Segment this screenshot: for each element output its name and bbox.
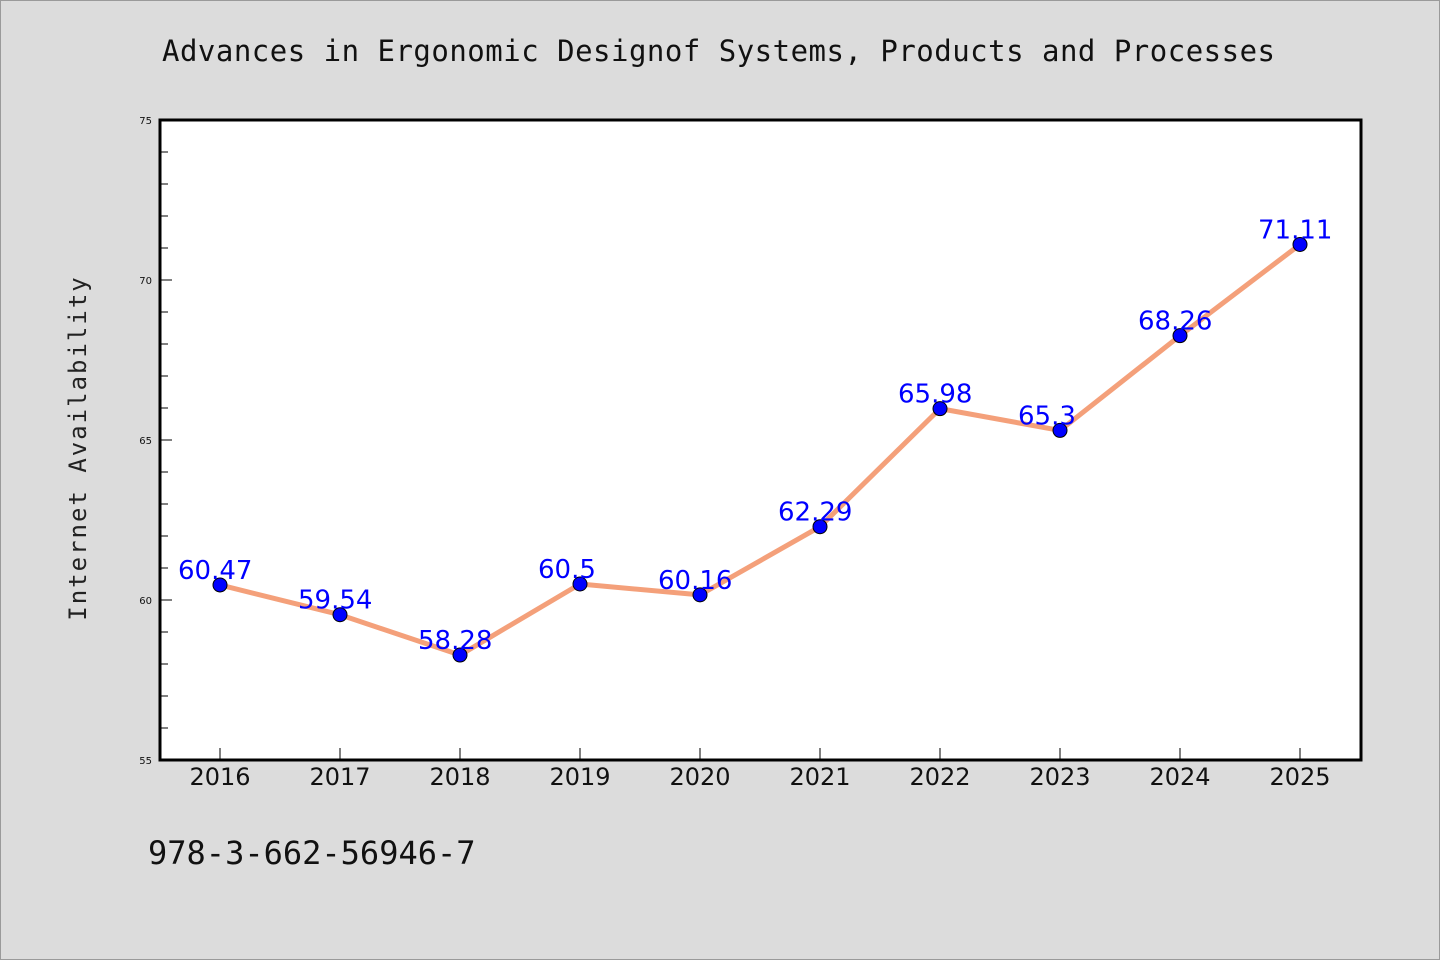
data-label: 60.47 bbox=[178, 556, 252, 586]
chart-title: Advances in Ergonomic Designof Systems, … bbox=[162, 34, 1276, 68]
data-point bbox=[332, 607, 348, 623]
data-label: 60.16 bbox=[658, 566, 732, 596]
y-tick-label: 60 bbox=[139, 596, 152, 607]
x-tick-label: 2016 bbox=[189, 763, 250, 791]
x-tick-label: 2021 bbox=[789, 763, 850, 791]
series-line bbox=[217, 241, 1303, 658]
data-label: 58.28 bbox=[418, 626, 492, 656]
x-axis-ticks: 2016 2017 2018 2019 2020 2021 2022 2023 2024 2025 bbox=[189, 748, 1331, 791]
x-tick-label: 2018 bbox=[429, 763, 490, 791]
y-tick-label: 65 bbox=[139, 436, 152, 447]
y-tick-label: 70 bbox=[139, 276, 152, 287]
data-point bbox=[812, 519, 828, 535]
data-point bbox=[212, 577, 228, 593]
x-tick-label: 2023 bbox=[1029, 763, 1090, 791]
x-tick-label: 2019 bbox=[549, 763, 610, 791]
data-label: 65.98 bbox=[898, 380, 972, 410]
data-label: 68.26 bbox=[1138, 307, 1212, 337]
y-axis-ticks: 55 60 65 70 75 bbox=[139, 116, 172, 767]
data-point bbox=[452, 647, 468, 663]
data-point bbox=[1292, 236, 1308, 252]
data-label: 71.11 bbox=[1258, 215, 1332, 245]
x-tick-label: 2017 bbox=[309, 763, 370, 791]
data-label: 65.3 bbox=[1018, 401, 1076, 431]
x-tick-label: 2020 bbox=[669, 763, 730, 791]
data-point bbox=[932, 401, 948, 417]
plot-area bbox=[158, 118, 1363, 762]
data-label: 60.5 bbox=[538, 555, 596, 585]
data-point bbox=[1172, 328, 1188, 344]
y-tick-label: 75 bbox=[139, 116, 152, 127]
y-tick-label: 55 bbox=[139, 756, 152, 767]
data-point bbox=[572, 576, 588, 592]
data-labels-group: 60.47 59.54 58.28 60.5 60.16 62.29 65.98 65.3 68… bbox=[178, 215, 1332, 656]
series-group bbox=[212, 236, 1308, 663]
data-label: 59.54 bbox=[298, 586, 372, 616]
data-label: 62.29 bbox=[778, 498, 852, 528]
x-tick-label: 2025 bbox=[1269, 763, 1330, 791]
data-point bbox=[1052, 422, 1068, 438]
x-tick-label: 2022 bbox=[909, 763, 970, 791]
data-point bbox=[692, 587, 708, 603]
x-tick-label: 2024 bbox=[1149, 763, 1210, 791]
isbn-text: 978-3-662-56946-7 bbox=[148, 834, 476, 872]
